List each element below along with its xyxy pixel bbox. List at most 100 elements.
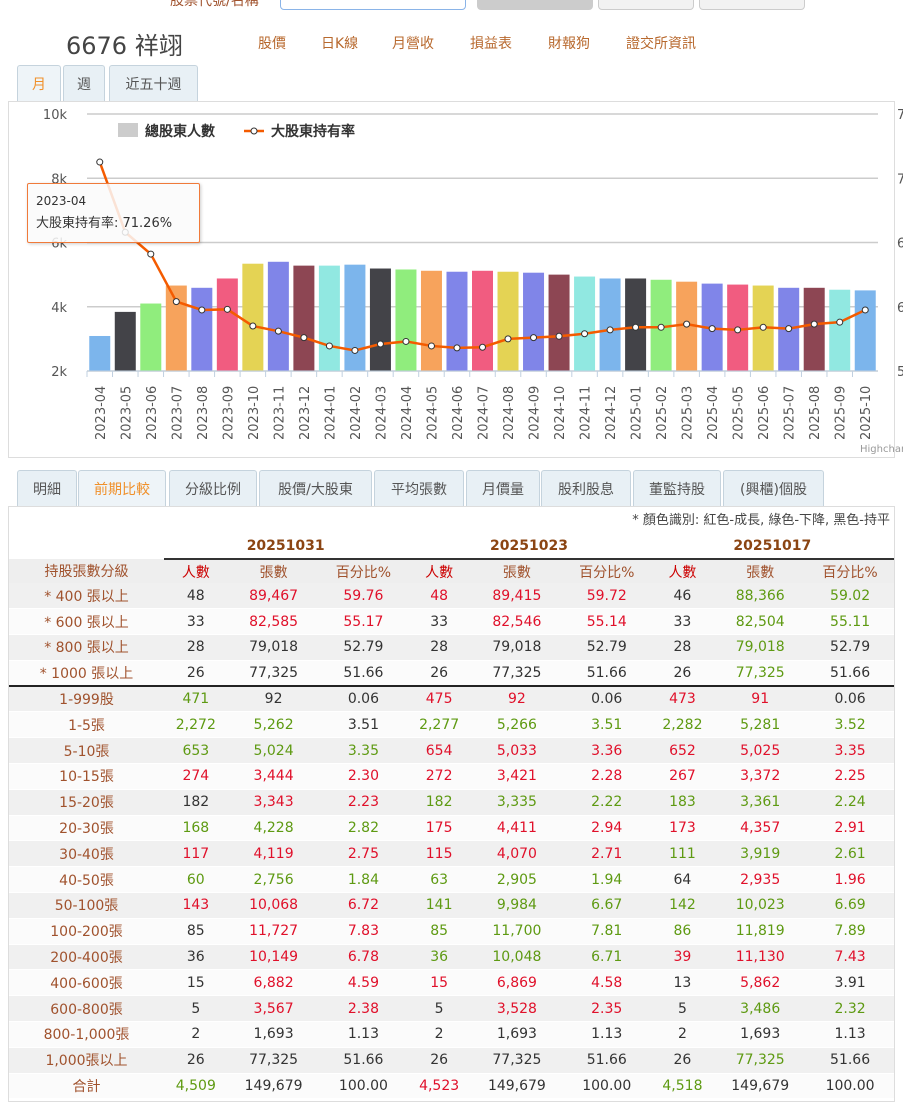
line-point[interactable] (785, 325, 793, 333)
bar-total-shareholders[interactable] (369, 268, 391, 371)
bar-total-shareholders[interactable] (497, 271, 519, 371)
bar-total-shareholders[interactable] (574, 276, 596, 371)
line-point[interactable] (861, 306, 869, 314)
line-point[interactable] (147, 250, 155, 258)
search-label: 股票代號/名稱 (170, 0, 259, 9)
nav-link[interactable]: 股價 (258, 36, 286, 52)
bar-total-shareholders[interactable] (140, 303, 162, 371)
line-point[interactable] (606, 326, 614, 334)
bar-total-shareholders[interactable] (548, 274, 570, 371)
line-point[interactable] (759, 323, 767, 331)
bar-total-shareholders[interactable] (420, 270, 442, 371)
bar-total-shareholders[interactable] (599, 278, 621, 371)
detail-tab[interactable]: 明細 (17, 470, 77, 506)
table-cell: 51.66 (806, 660, 894, 688)
bar-total-shareholders[interactable] (344, 264, 366, 371)
line-point[interactable] (657, 323, 665, 331)
bar-total-shareholders[interactable] (472, 270, 493, 371)
bar-total-shareholders[interactable] (829, 289, 851, 371)
line-point[interactable] (453, 344, 461, 352)
bar-total-shareholders[interactable] (242, 263, 264, 371)
table-cell: 86 (650, 918, 715, 945)
line-point[interactable] (734, 326, 742, 334)
line-point[interactable] (351, 346, 359, 354)
table-cell: 88,366 (714, 583, 807, 610)
bar-total-shareholders[interactable] (165, 285, 187, 371)
detail-tab[interactable]: 股利股息 (541, 470, 631, 506)
nav-link[interactable]: 財報狗 (548, 36, 590, 52)
period-tab[interactable]: 近五十週 (109, 65, 198, 101)
table-cell: 77,325 (714, 1047, 807, 1074)
chart-tooltip: 2023-04 大股東持有率: 71.26% (27, 183, 200, 243)
chart-credit[interactable]: Highcharts (860, 444, 903, 455)
table-cell: 92 (470, 686, 563, 713)
line-point[interactable] (325, 342, 333, 350)
table-cell: 33 (164, 608, 228, 636)
bar-total-shareholders[interactable] (267, 261, 289, 371)
nav-link[interactable]: 日K線 (321, 36, 359, 52)
detail-tab[interactable]: 分級比例 (169, 470, 257, 506)
table-cell: 52.79 (562, 634, 651, 661)
bar-total-shareholders[interactable] (318, 265, 340, 371)
line-point[interactable] (581, 330, 589, 338)
line-point[interactable] (810, 320, 818, 328)
x-axis-label: 2024-12 (604, 386, 619, 440)
x-axis-label: 2024-03 (374, 386, 389, 440)
line-point[interactable] (402, 337, 410, 345)
line-point[interactable] (555, 332, 563, 340)
detail-tab[interactable]: 股價/大股東 (259, 470, 372, 506)
line-point[interactable] (223, 305, 231, 313)
line-point[interactable] (249, 322, 257, 330)
line-point[interactable] (530, 334, 538, 342)
row-label: 600-800張 (9, 995, 164, 1023)
detail-tab[interactable]: (興櫃)個股 (723, 470, 824, 506)
detail-tab[interactable]: 月價量 (466, 470, 540, 506)
line-point[interactable] (836, 318, 844, 326)
stock-search-input[interactable] (280, 0, 466, 10)
query-button[interactable] (477, 0, 593, 10)
bar-total-shareholders[interactable] (854, 290, 876, 371)
line-point[interactable] (479, 343, 486, 351)
bar-total-shareholders[interactable] (395, 269, 417, 371)
period-tab[interactable]: 月 (17, 65, 61, 101)
line-point[interactable] (198, 306, 206, 314)
bar-total-shareholders[interactable] (114, 311, 136, 371)
legend-total-shareholders[interactable]: 總股東人數 (145, 123, 215, 140)
detail-tab[interactable]: 董監持股 (633, 470, 721, 506)
table-cell: 46 (650, 583, 715, 610)
nav-link[interactable]: 月營收 (392, 36, 434, 52)
line-point[interactable] (683, 320, 691, 328)
table-cell: 4.59 (319, 969, 408, 997)
period-tab[interactable]: 週 (63, 65, 105, 101)
line-point[interactable] (504, 335, 512, 343)
table-cell: 3.36 (562, 737, 651, 765)
bar-total-shareholders[interactable] (446, 271, 468, 371)
line-point[interactable] (300, 334, 308, 342)
detail-tab[interactable]: 平均張數 (374, 470, 464, 506)
bar-total-shareholders[interactable] (191, 287, 213, 371)
line-point[interactable] (376, 340, 384, 348)
toolbar-button[interactable] (699, 0, 805, 10)
toolbar-button[interactable] (598, 0, 694, 10)
nav-link[interactable]: 證交所資訊 (626, 36, 696, 52)
table-cell: 48 (407, 583, 471, 610)
line-point[interactable] (708, 325, 716, 333)
bar-total-shareholders[interactable] (803, 287, 825, 371)
bar-total-shareholders[interactable] (216, 278, 238, 371)
table-cell: 3.51 (319, 711, 408, 739)
line-point[interactable] (172, 298, 180, 306)
line-point[interactable] (96, 158, 104, 166)
line-point[interactable] (427, 342, 435, 350)
bar-total-shareholders[interactable] (293, 265, 315, 371)
x-axis-label: 2023-10 (247, 386, 262, 440)
legend-major-holder-ratio[interactable]: 大股東持有率 (271, 123, 355, 140)
nav-link[interactable]: 損益表 (470, 36, 512, 52)
line-point[interactable] (274, 327, 282, 335)
line-point[interactable] (632, 323, 640, 331)
bar-total-shareholders[interactable] (523, 272, 545, 371)
detail-tab[interactable]: 前期比較 (78, 470, 166, 506)
row-label: 15-20張 (9, 789, 164, 816)
x-axis-label: 2024-08 (502, 386, 517, 440)
bar-total-shareholders[interactable] (89, 335, 111, 371)
x-axis-label: 2024-02 (349, 386, 364, 440)
